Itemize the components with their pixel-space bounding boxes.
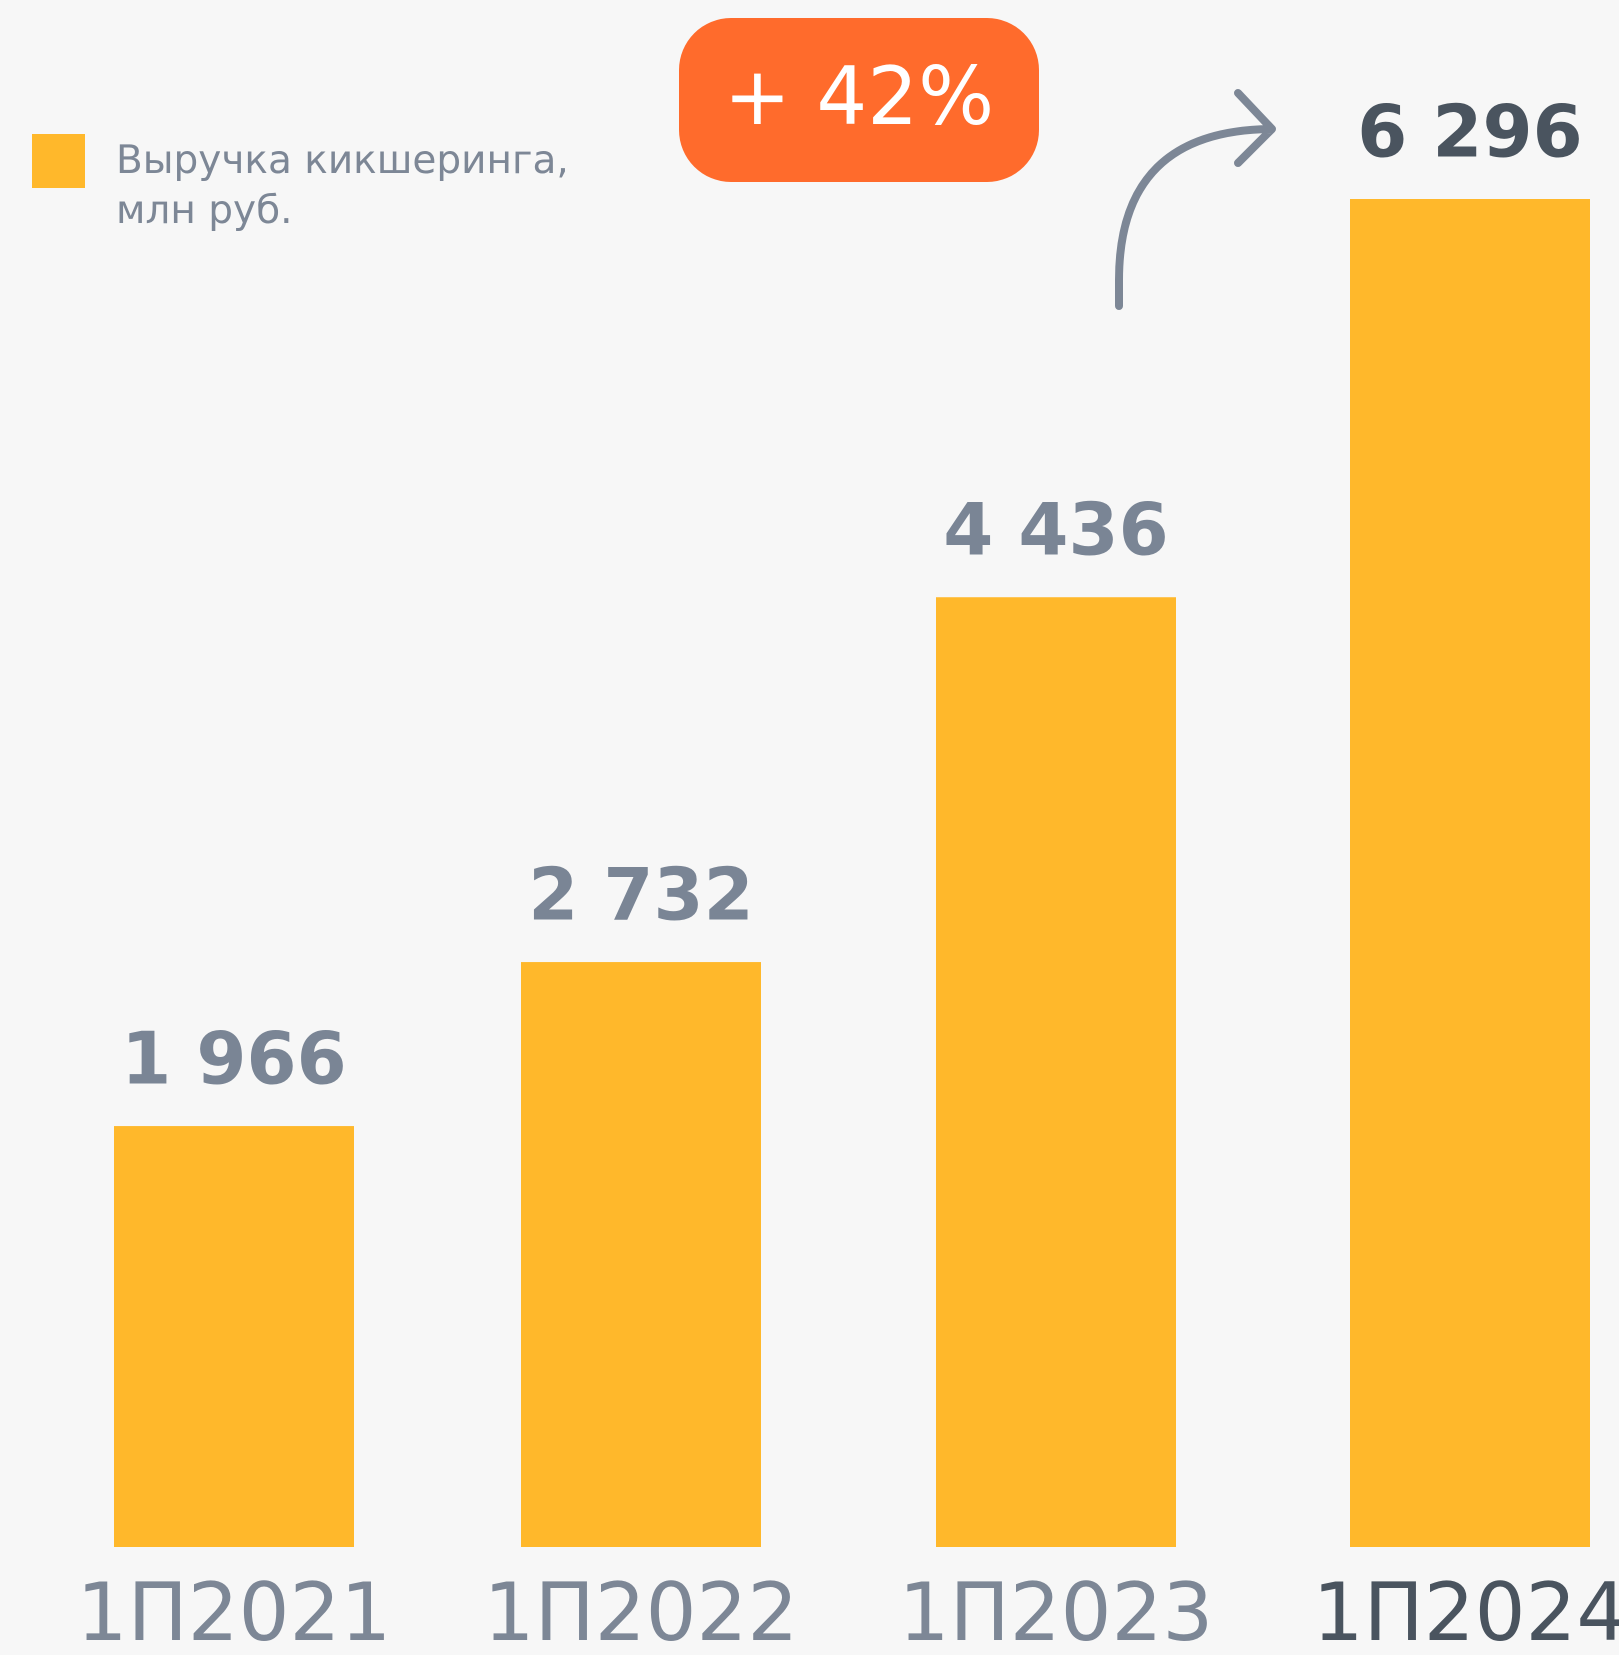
x-tick-label: 1П2021 [77,1566,392,1655]
bar [114,1126,354,1547]
x-tick-label: 1П2022 [484,1566,799,1655]
bar [936,597,1176,1547]
annotation: + 42% [724,50,994,143]
growth-arrow [1115,89,1276,310]
bar [521,962,761,1547]
legend-label: Выручка кикшеринга, млн руб. [116,138,569,233]
value-label: 1 966 [121,1017,346,1101]
value-label: 2 732 [528,853,753,937]
x-tick-label: 1П2024 [1313,1566,1619,1655]
value-label: 4 436 [943,488,1168,572]
x-tick-label: 1П2023 [899,1566,1214,1655]
legend-swatch [32,134,85,188]
value-label: 6 296 [1357,90,1582,174]
bar [1350,199,1590,1547]
annotation-badge [679,18,1039,182]
